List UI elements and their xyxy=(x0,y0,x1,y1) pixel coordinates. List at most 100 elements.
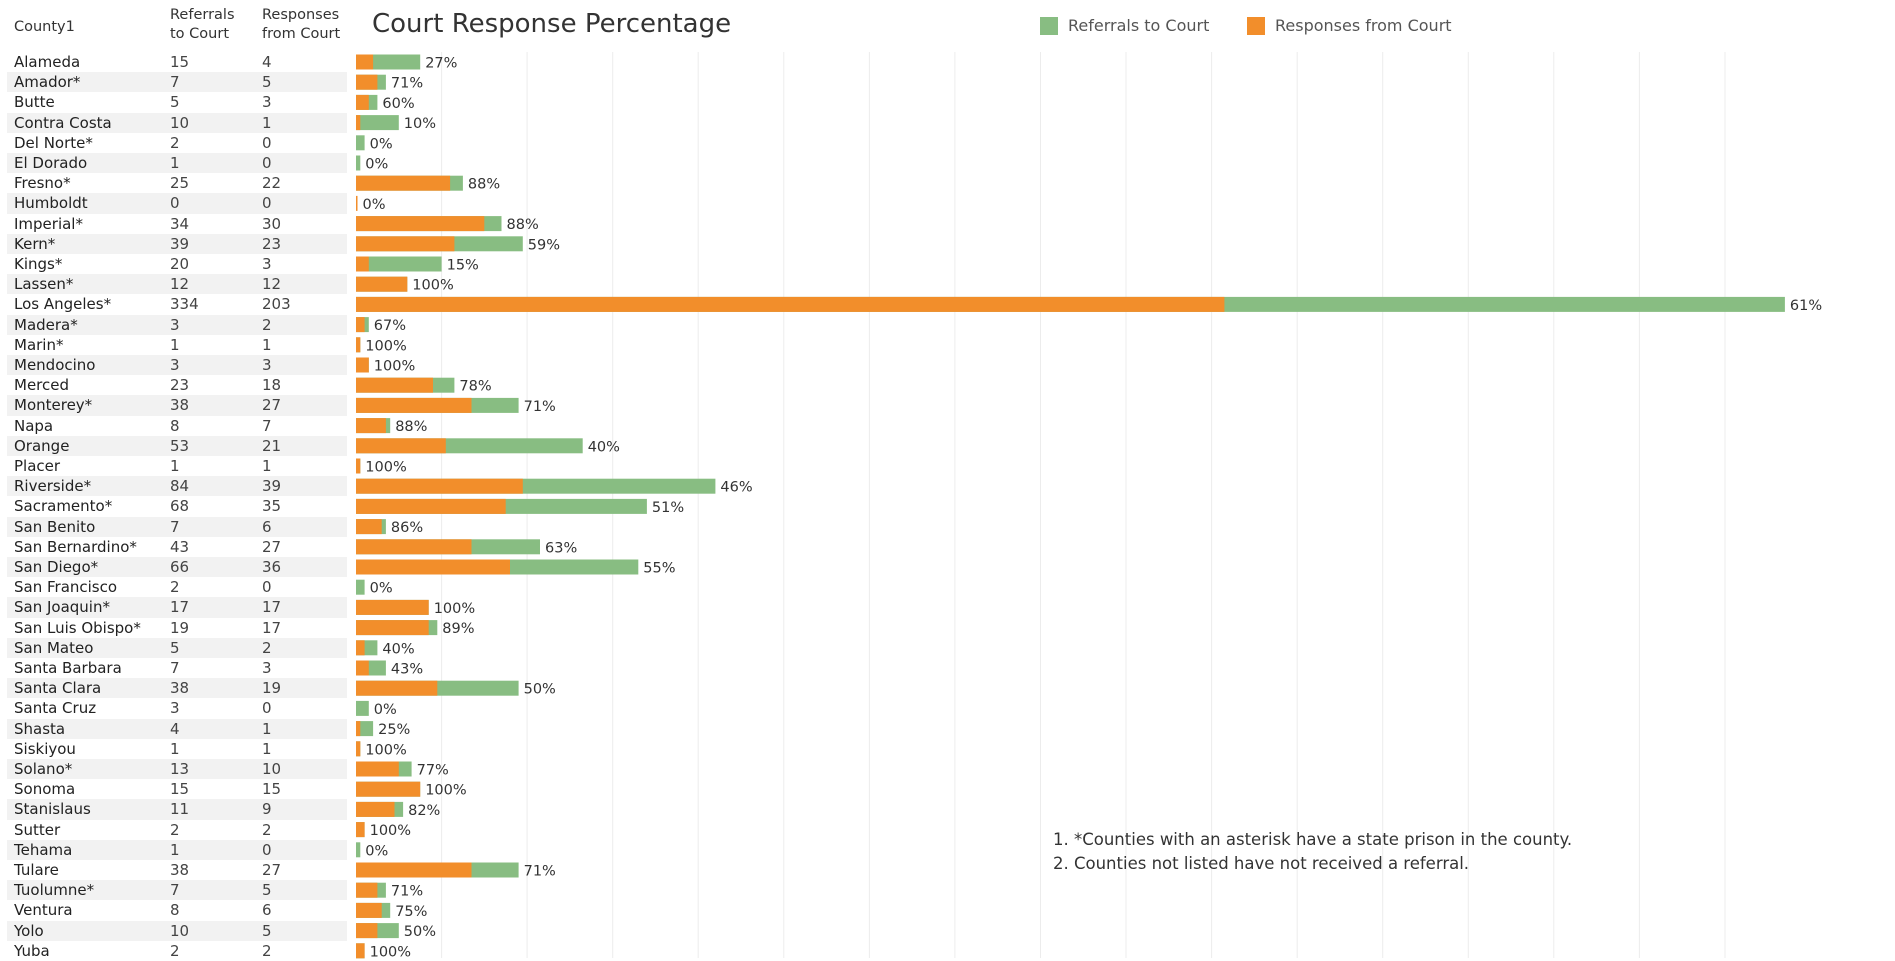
responses-bar[interactable] xyxy=(356,761,399,777)
responses-bar[interactable] xyxy=(356,418,386,434)
referrals-bar[interactable] xyxy=(356,115,399,131)
table-row[interactable]: San Benito 7 6 xyxy=(0,516,1895,537)
responses-bar[interactable] xyxy=(356,680,438,696)
responses-bar[interactable] xyxy=(356,822,365,838)
table-row[interactable]: Ventura 8 6 xyxy=(0,900,1895,920)
responses-bar[interactable] xyxy=(356,216,485,232)
table-row[interactable]: Los Angeles* 334 203 xyxy=(0,294,1895,314)
responses-bar[interactable] xyxy=(356,256,369,272)
table-row[interactable]: Solano* 13 10 xyxy=(0,759,1895,780)
table-row[interactable]: Stanislaus 11 9 xyxy=(0,799,1895,820)
responses-bar[interactable] xyxy=(356,862,472,878)
responses-bar[interactable] xyxy=(356,882,378,898)
responses-bar[interactable] xyxy=(356,478,523,494)
table-row[interactable]: Mendocino 3 3 xyxy=(0,355,1895,376)
responses-bar[interactable] xyxy=(356,115,361,131)
table-row[interactable]: Yuba 2 2 xyxy=(0,941,1895,961)
responses-bar[interactable] xyxy=(356,438,446,454)
table-row[interactable]: Tulare 38 27 xyxy=(0,860,1895,880)
referrals-bar[interactable] xyxy=(356,842,361,858)
referrals-bar[interactable] xyxy=(356,579,365,595)
responses-bar[interactable] xyxy=(356,458,361,474)
table-row[interactable]: Yolo 10 5 xyxy=(0,920,1895,941)
responses-bar[interactable] xyxy=(356,357,369,373)
referrals-bar[interactable] xyxy=(356,155,361,171)
table-row[interactable]: Santa Barbara 7 3 xyxy=(0,658,1895,678)
table-row[interactable]: Imperial* 34 30 xyxy=(0,214,1895,234)
responses-bar[interactable] xyxy=(356,640,365,656)
table-row[interactable]: Marin* 1 1 xyxy=(0,335,1895,355)
table-row[interactable]: Fresno* 25 22 xyxy=(0,173,1895,193)
table-row[interactable]: San Diego* 66 36 xyxy=(0,557,1895,578)
responses-bar[interactable] xyxy=(356,923,378,939)
table-row[interactable]: Tuolumne* 7 5 xyxy=(0,880,1895,901)
table-row[interactable]: Kern* 39 23 xyxy=(0,233,1895,254)
responses-bar[interactable] xyxy=(356,781,421,797)
table-row[interactable]: Sutter 2 2 xyxy=(0,820,1895,840)
responses-bar[interactable] xyxy=(356,660,369,676)
table-row[interactable]: Lassen* 12 12 xyxy=(0,274,1895,295)
referrals-count: 13 xyxy=(170,760,190,778)
table-row[interactable]: Santa Cruz 3 0 xyxy=(0,698,1895,718)
responses-bar[interactable] xyxy=(356,397,472,413)
responses-bar[interactable] xyxy=(356,943,365,959)
table-row[interactable]: San Mateo 5 2 xyxy=(0,637,1895,658)
table-row[interactable]: Sacramento* 68 35 xyxy=(0,496,1895,516)
responses-bar[interactable] xyxy=(356,559,510,575)
table-row[interactable]: San Joaquin* 17 17 xyxy=(0,597,1895,618)
county-name: Siskiyou xyxy=(14,739,76,758)
responses-bar[interactable] xyxy=(356,236,455,252)
table-row[interactable]: El Dorado 1 0 xyxy=(0,153,1895,174)
responses-bar[interactable] xyxy=(356,599,429,615)
legend-referrals[interactable]: Referrals to Court xyxy=(1040,16,1209,35)
table-row[interactable]: Tehama 1 0 xyxy=(0,839,1895,860)
responses-bar[interactable] xyxy=(356,620,429,636)
table-row[interactable]: Shasta 4 1 xyxy=(0,718,1895,739)
responses-bar[interactable] xyxy=(356,54,374,70)
table-row[interactable]: Butte 5 3 xyxy=(0,92,1895,112)
responses-count: 2 xyxy=(262,315,272,334)
table-row[interactable]: Napa 8 7 xyxy=(0,416,1895,436)
table-row[interactable]: Orange 53 21 xyxy=(0,435,1895,456)
table-row[interactable]: San Bernardino* 43 27 xyxy=(0,537,1895,557)
table-row[interactable]: Sonoma 15 15 xyxy=(0,779,1895,799)
responses-bar[interactable] xyxy=(356,519,382,535)
responses-bar[interactable] xyxy=(356,721,361,737)
table-row[interactable]: Siskiyou 1 1 xyxy=(0,739,1895,759)
responses-bar[interactable] xyxy=(356,175,451,191)
table-row[interactable]: Humboldt 0 0 xyxy=(0,193,1895,214)
referrals-bar[interactable] xyxy=(356,135,365,151)
referrals-bar[interactable] xyxy=(356,700,369,716)
table-row[interactable]: Amador* 7 5 xyxy=(0,72,1895,93)
responses-bar[interactable] xyxy=(356,276,408,292)
responses-header-line-1: Responses xyxy=(262,7,340,23)
referrals-column-header: Referrals to Court xyxy=(170,6,235,44)
responses-bar[interactable] xyxy=(356,317,365,333)
table-row[interactable]: Placer 1 1 xyxy=(0,456,1895,476)
legend-responses[interactable]: Responses from Court xyxy=(1247,16,1452,35)
responses-bar[interactable] xyxy=(356,539,472,555)
table-row[interactable]: Santa Clara 38 19 xyxy=(0,678,1895,699)
responses-bar[interactable] xyxy=(356,74,378,90)
table-row[interactable]: Merced 23 18 xyxy=(0,375,1895,395)
referrals-count: 39 xyxy=(170,234,190,253)
responses-bar[interactable] xyxy=(356,498,506,514)
responses-bar[interactable] xyxy=(356,296,1225,312)
table-row[interactable]: Monterey* 38 27 xyxy=(0,395,1895,416)
table-row[interactable]: Kings* 20 3 xyxy=(0,254,1895,274)
table-row[interactable]: San Luis Obispo* 19 17 xyxy=(0,618,1895,638)
responses-bar[interactable] xyxy=(356,741,361,757)
table-row[interactable]: Alameda 15 4 xyxy=(0,52,1895,72)
responses-bar[interactable] xyxy=(356,801,395,817)
table-row[interactable]: Contra Costa 10 1 xyxy=(0,112,1895,133)
table-row[interactable]: Madera* 3 2 xyxy=(0,314,1895,335)
responses-bar[interactable] xyxy=(356,94,369,110)
responses-bar[interactable] xyxy=(356,337,361,353)
table-row[interactable]: San Francisco 2 0 xyxy=(0,577,1895,597)
table-row[interactable]: Del Norte* 2 0 xyxy=(0,133,1895,153)
responses-bar[interactable] xyxy=(356,377,433,393)
referrals-bar[interactable] xyxy=(356,256,442,272)
responses-bar[interactable] xyxy=(356,902,382,918)
table-row[interactable]: Riverside* 84 39 xyxy=(0,476,1895,497)
responses-count: 17 xyxy=(262,598,282,617)
